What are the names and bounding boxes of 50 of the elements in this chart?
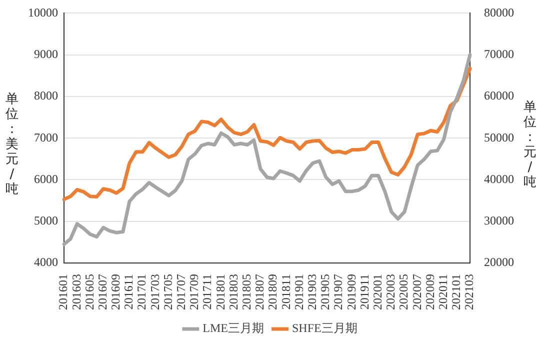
x-tick-label: 202003	[384, 274, 398, 310]
x-tick-label: 201709	[187, 274, 202, 310]
y-axis-title: 单位：美元/吨	[4, 92, 20, 197]
x-tick-label: 202001	[370, 274, 384, 310]
y2-tick-label: 50000	[484, 130, 514, 144]
y2-tick-label: 30000	[484, 214, 514, 228]
x-tick-label: 201611	[122, 274, 136, 310]
x-tick-label: 202011	[436, 274, 450, 310]
x-tick-label: 201711	[200, 274, 214, 310]
x-tick-label: 201809	[266, 274, 280, 310]
x-tick-label: 202103	[462, 274, 476, 310]
y-tick-label: 6000	[34, 172, 58, 186]
y-tick-label: 7000	[34, 130, 58, 144]
y-tick-label: 4000	[34, 255, 58, 270]
x-tick-label: 201707	[174, 274, 188, 310]
x-tick-label: 201609	[108, 274, 123, 310]
y-tick-label: 10000	[28, 5, 58, 20]
x-tick-label: 201603	[69, 274, 84, 310]
y-tick-label: 9000	[34, 46, 58, 61]
x-tick-label: 201807	[252, 274, 267, 310]
y2-tick-label: 80000	[484, 5, 514, 20]
x-tick-label: 201903	[304, 274, 319, 310]
x-tick-label: 202007	[410, 274, 424, 310]
y2-tick-label: 20000	[484, 255, 514, 270]
x-tick-label: 201601	[56, 274, 70, 310]
x-tick-label: 201607	[95, 274, 110, 310]
legend-label: SHFE三月期	[292, 321, 358, 336]
x-tick-label: 201705	[160, 274, 175, 310]
y-tick-label: 8000	[34, 88, 58, 103]
legend-label: LME三月期	[202, 321, 264, 336]
x-tick-label: 201911	[357, 274, 372, 310]
x-tick-label: 202005	[396, 274, 411, 310]
y2-tick-label: 70000	[484, 46, 514, 61]
y2-axis-title: 单位：元/吨	[522, 100, 538, 190]
x-tick-label: 201701	[134, 274, 149, 310]
y-tick-label: 5000	[34, 214, 58, 228]
x-tick-label: 201905	[318, 274, 332, 310]
x-tick-label: 201907	[331, 274, 346, 310]
x-tick-label: 201803	[226, 274, 240, 310]
y2-tick-label: 40000	[484, 172, 514, 186]
x-tick-label: 201909	[344, 274, 358, 310]
x-tick-label: 201605	[82, 274, 96, 310]
x-tick-label: 201805	[240, 274, 254, 310]
x-tick-label: 201901	[292, 274, 306, 310]
x-tick-label: 201811	[278, 274, 293, 310]
x-tick-label: 201703	[148, 274, 162, 310]
x-tick-label: 202009	[422, 274, 437, 310]
y2-tick-label: 60000	[484, 88, 514, 103]
x-tick-label: 201801	[213, 274, 228, 310]
x-tick-label: 202101	[449, 274, 464, 310]
